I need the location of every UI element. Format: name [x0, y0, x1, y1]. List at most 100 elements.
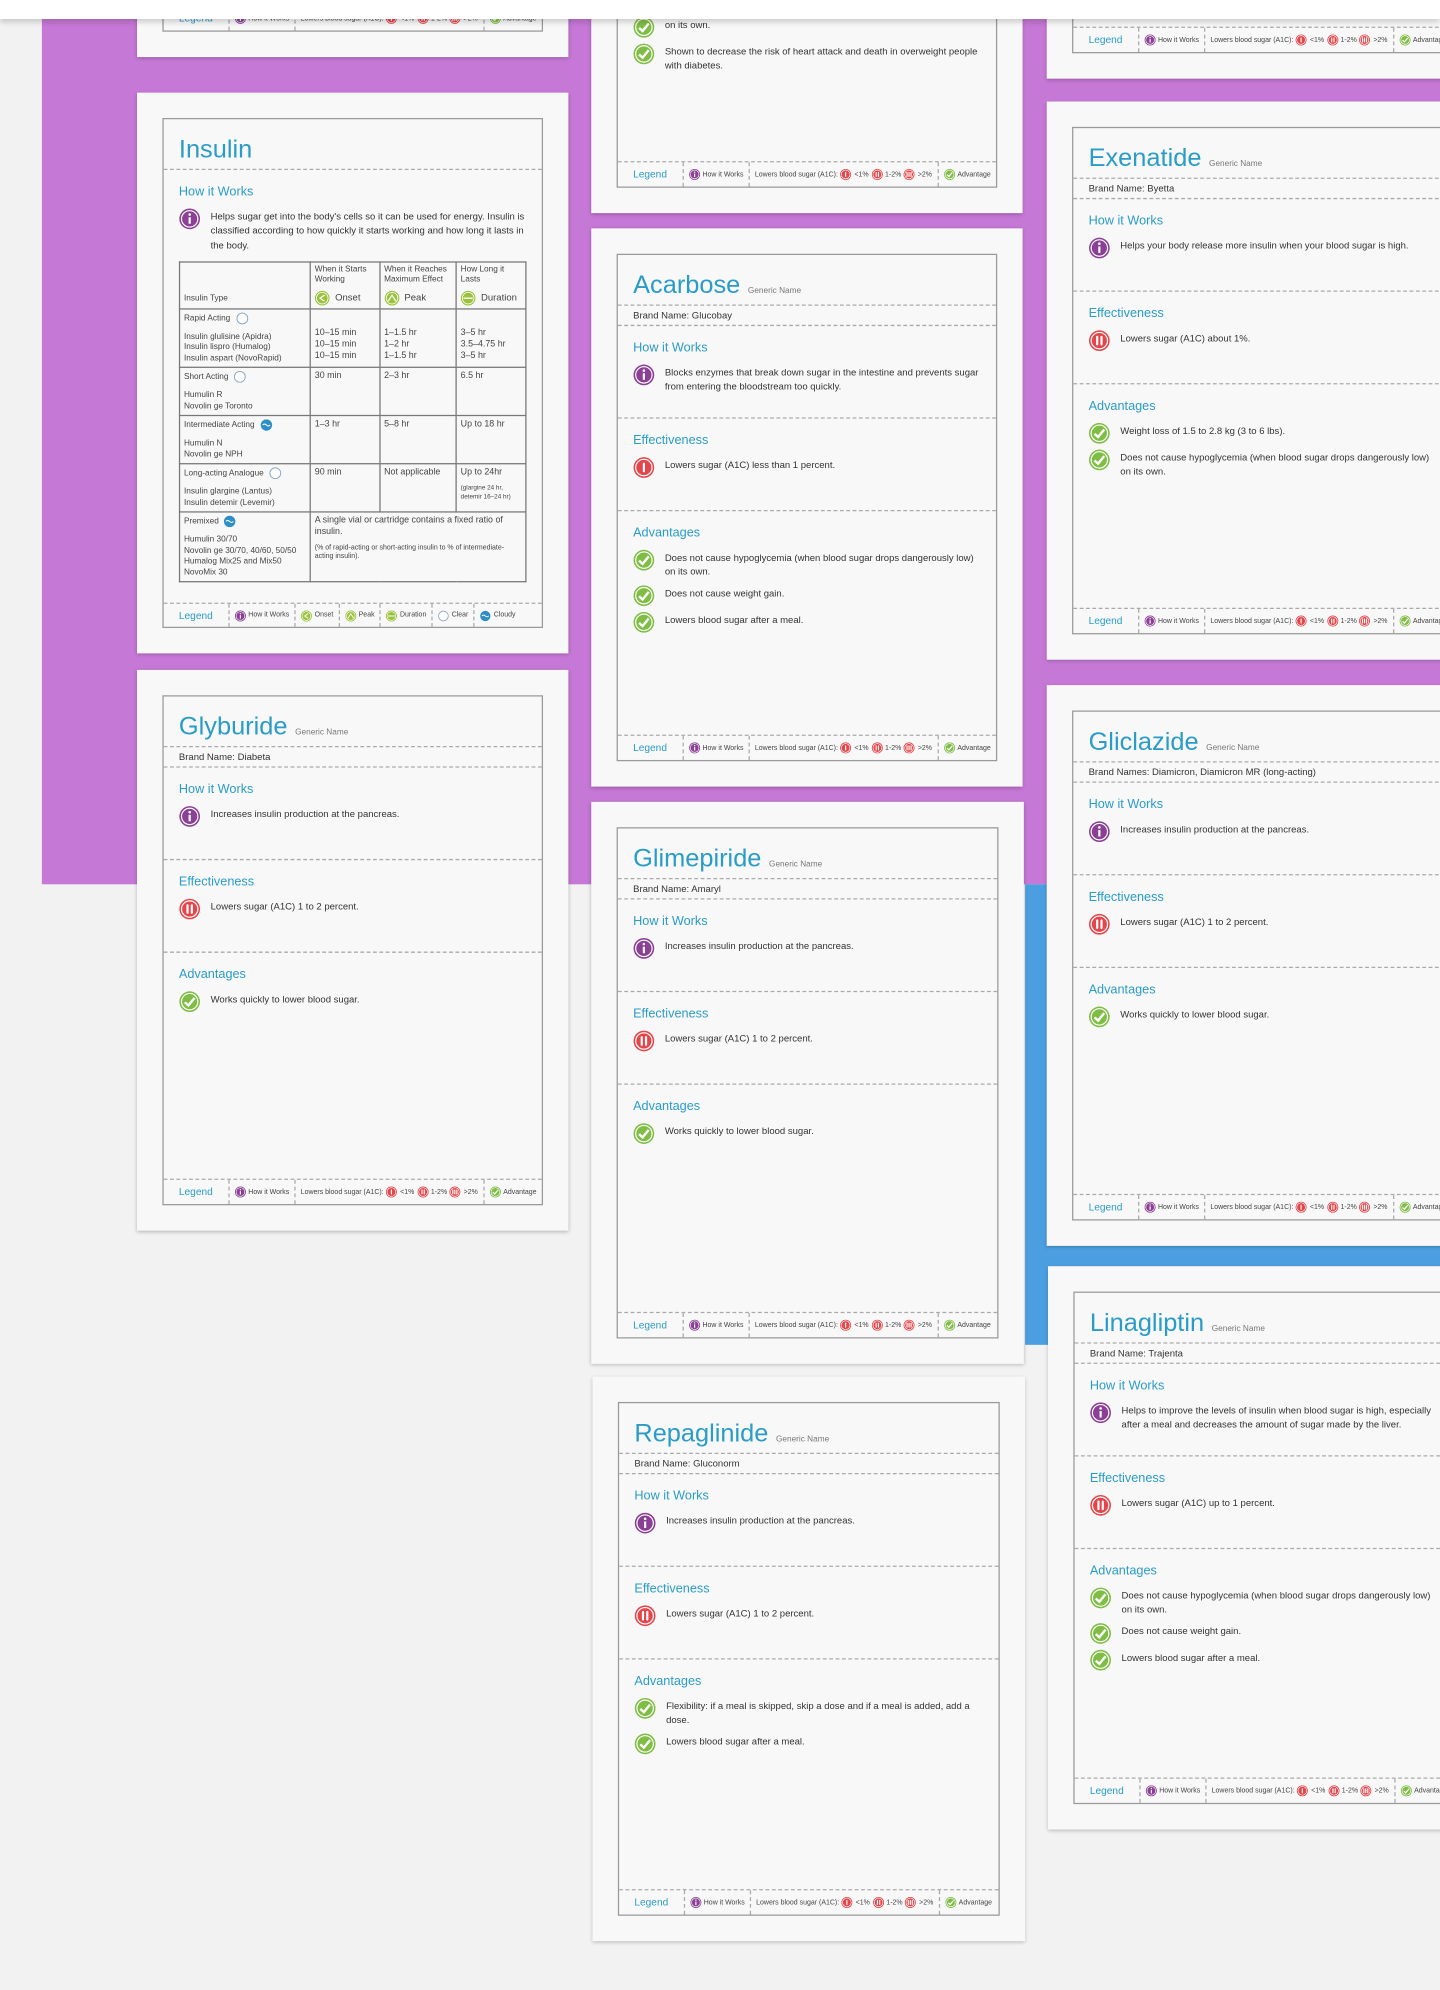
section-heading: Advantages	[1089, 1564, 1157, 1579]
legend-text: <1%	[1309, 36, 1325, 44]
legend-text: >2%	[917, 1321, 933, 1329]
card-header: Glyburide Generic Name	[163, 697, 542, 748]
one-icon	[841, 1896, 853, 1908]
section-heading: Advantages	[633, 526, 701, 541]
list-item: Helps your body release more insulin whe…	[1089, 237, 1437, 259]
onset-cell: 10–15 min 10–15 min 10–15 min	[309, 307, 381, 368]
item-text: Lowers sugar (A1C) up to 1 percent.	[1121, 1497, 1275, 1509]
duration-cell: Up to 18 hr	[455, 414, 527, 465]
onset-icon	[315, 290, 330, 305]
one-icon	[1296, 1201, 1308, 1213]
section-heading: Effectiveness	[633, 433, 709, 448]
card-header: Acarbose Generic Name	[617, 255, 996, 306]
legend-item: Lowers blood sugar (A1C): <1% 1-2% >2%	[748, 1313, 938, 1338]
onset-line: 1–3 hr	[314, 420, 340, 429]
brand-line: Insulin lispro (Humalog)	[183, 342, 271, 352]
brand-line: Humulin 30/70	[183, 535, 238, 545]
legend-text: <1%	[855, 1898, 870, 1907]
check-icon	[633, 584, 655, 606]
legend-item: Advantage	[1393, 1778, 1440, 1803]
table-row: Rapid Acting Insulin glulisine (Apidra) In…	[178, 307, 527, 368]
card-frame: Insulin How it Works Helps sugar get into …	[162, 117, 544, 629]
section-heading: How it Works	[1088, 214, 1164, 229]
two-icon	[633, 1030, 655, 1052]
peak-cell: 1–1.5 hr 1–2 hr 1–1.5 hr	[379, 307, 457, 368]
brand-line: Insulin detemir (Levemir)	[183, 498, 275, 508]
section-heading: How it Works	[633, 914, 708, 929]
check-icon	[1399, 34, 1411, 46]
header-icon-label: Peak	[404, 291, 427, 303]
legend-text: How it Works	[703, 1898, 745, 1907]
section-heading: How it Works	[634, 1489, 709, 1504]
list-item: Works quickly to lower blood sugar.	[633, 1123, 982, 1145]
peak-icon	[344, 609, 356, 621]
item-text: Lowers blood sugar after a meal.	[664, 613, 804, 625]
card-title: Linagliptin	[1089, 1309, 1205, 1338]
info-icon	[634, 1512, 656, 1534]
three-icon	[449, 1186, 461, 1198]
legend-text: Lowers blood sugar (A1C):	[756, 1898, 840, 1907]
duration-note: (glargine 24 hr, detemir 16–24 hr)	[460, 484, 511, 501]
check-icon	[1089, 422, 1110, 444]
legend: Legend How it Works Lowers blood sugar (A1…	[619, 1889, 999, 1915]
card-section: Advantages Does not cause hypoglycemia (w…	[618, 511, 996, 647]
card-frame: Linagliptin Generic Name Brand Name: Traje…	[1073, 1291, 1440, 1805]
header-text: When it Reaches Maximum Effect	[384, 264, 447, 285]
card-header: Linagliptin Generic Name	[1074, 1293, 1440, 1344]
info-icon	[1144, 34, 1156, 46]
legend-text: >2%	[463, 1188, 478, 1196]
list-item: Increases insulin production at the panc…	[634, 1512, 983, 1534]
legend-text: <1%	[854, 744, 869, 752]
three-icon	[904, 1319, 916, 1331]
brand-name: Brand Names: Diamicron, Diamicron MR (lo…	[1073, 763, 1440, 783]
legend-item: Advantage	[1392, 608, 1440, 634]
list-item: Helps to improve the levels of insulin w…	[1090, 1402, 1438, 1432]
type-cell: Intermediate Acting Humulin N Novolin ge N…	[178, 414, 311, 465]
clear-icon	[234, 370, 246, 383]
onset-line: 10–15 min	[314, 328, 357, 337]
table-row: Short Acting Humulin R Novolin ge Toronto 3…	[178, 366, 527, 417]
header-icon-label: Duration	[480, 291, 517, 303]
legend-item: How it Works	[1137, 608, 1204, 634]
legend-item: Onset	[294, 603, 338, 627]
legend-text: Advantage	[957, 1321, 991, 1329]
legend-item: Advantage	[1392, 1195, 1440, 1220]
legend-text: >2%	[919, 1898, 934, 1907]
legend-text: >2%	[1374, 1787, 1389, 1795]
duration-icon	[460, 290, 476, 305]
card-frame: Glyburide Generic Name Brand Name: Diabeta…	[162, 695, 544, 1206]
onset-cell: 90 min	[309, 463, 381, 513]
card-section: How it Works Helps your body release more…	[1073, 199, 1440, 292]
legend-item: Advantage	[938, 1890, 997, 1915]
legend-text: >2%	[917, 170, 933, 179]
medication-card: Glimepiride Generic Name Brand Name: Amary…	[591, 801, 1024, 1364]
list-item: Lowers blood sugar after a meal.	[633, 611, 981, 633]
info-icon	[1089, 237, 1110, 259]
brand-line: Insulin glulisine (Apidra)	[183, 332, 272, 341]
duration-line: 3–5 hr	[460, 328, 486, 337]
legend-item: How it Works	[1137, 1195, 1204, 1220]
item-text: Blocks enzymes that break down sugar in …	[664, 366, 979, 393]
info-icon	[688, 742, 700, 754]
item-text: Weight loss of 1.5 to 2.8 kg (3 to 6 lbs…	[1120, 425, 1286, 437]
legend-title: Legend	[1088, 34, 1123, 46]
table-row: Premixed Humulin 30/70 Novolin ge 30/70, 4…	[178, 511, 527, 583]
section-heading: Effectiveness	[1088, 890, 1164, 905]
legend-text: <1%	[1311, 1787, 1326, 1795]
card-section: Effectiveness Lowers sugar (A1C) about 1%…	[1073, 292, 1440, 385]
item-text: Lowers sugar (A1C) 1 to 2 percent.	[664, 1032, 813, 1045]
type-name: Rapid Acting	[184, 312, 306, 325]
card-title: Glimepiride	[633, 844, 762, 873]
peak-line: 1–1.5 hr	[384, 351, 417, 361]
duration-cell: Up to 24hr (glargine 24 hr, detemir 16–24…	[455, 463, 527, 513]
type-text: Premixed	[183, 517, 219, 527]
legend: Legend How it Works Lowers blood sugar (A1…	[617, 1311, 998, 1338]
check-icon	[1400, 1785, 1412, 1797]
medication-card: Linagliptin Generic Name Brand Name: Traje…	[1047, 1266, 1440, 1830]
legend-text: 1-2%	[1340, 36, 1357, 44]
three-icon	[1359, 615, 1371, 627]
legend-text: Advantage	[1412, 617, 1440, 625]
info-icon	[179, 806, 201, 827]
brand-name: Brand Name: Trajenta	[1074, 1344, 1440, 1364]
